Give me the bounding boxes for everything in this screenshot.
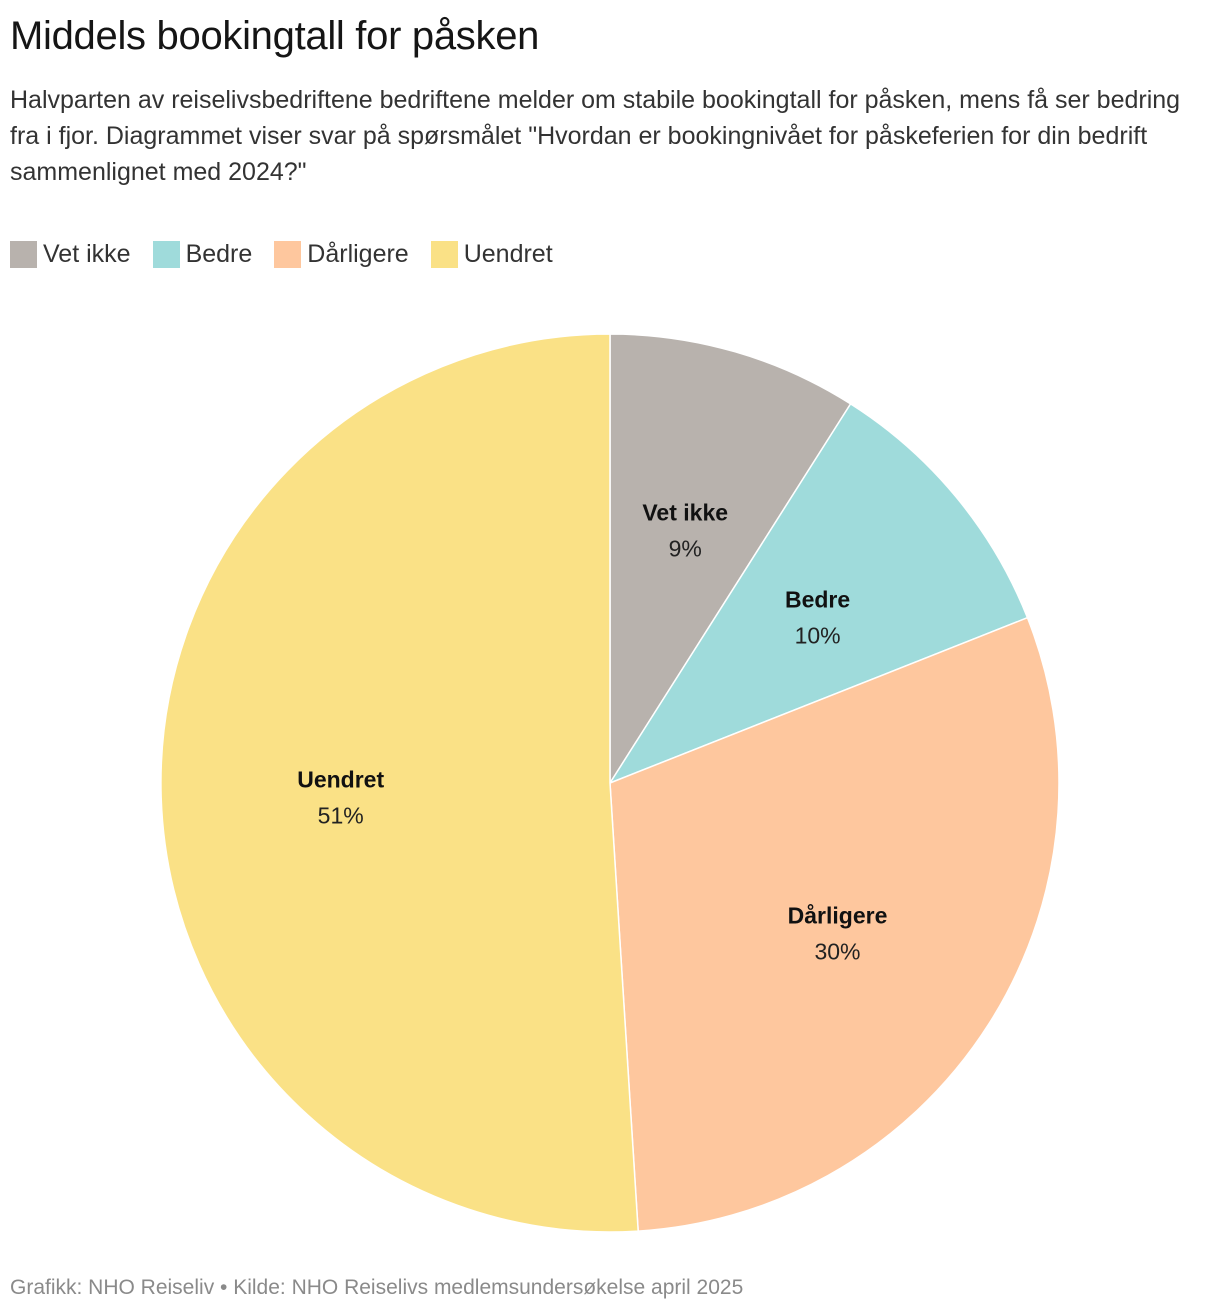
legend-label-uendret: Uendret bbox=[463, 239, 553, 268]
slice-label-vet-ikke: Vet ikke bbox=[642, 499, 728, 525]
legend-label-bedre: Bedre bbox=[185, 239, 253, 268]
legend-item-vet-ikke[interactable]: Vet ikke bbox=[10, 240, 131, 269]
source-footer: Grafikk: NHO Reiseliv • Kilde: NHO Reise… bbox=[10, 1276, 744, 1299]
pie-slices bbox=[160, 333, 1060, 1233]
legend-item-uendret[interactable]: Uendret bbox=[430, 239, 553, 269]
legend-item-bedre[interactable]: Bedre bbox=[152, 239, 253, 269]
slice-value-darligere: 30% bbox=[814, 938, 860, 964]
slice-label-bedre: Bedre bbox=[785, 586, 850, 612]
chart-subtitle: Halvparten av reiselivsbedriftene bedrif… bbox=[10, 86, 1181, 186]
pie-slice-darligere[interactable] bbox=[609, 616, 1060, 1232]
chart-title: Middels bookingtall for påsken bbox=[10, 14, 540, 58]
pie-slice-bedre[interactable] bbox=[609, 403, 1029, 784]
legend-label-vet-ikke: Vet ikke bbox=[43, 239, 131, 268]
legend-swatch-vet-ikke bbox=[10, 240, 37, 268]
slice-label-darligere: Dårligere bbox=[788, 902, 888, 928]
legend-swatch-darligere bbox=[274, 240, 302, 268]
slice-label-uendret: Uendret bbox=[297, 767, 384, 793]
pie-slice-labels: Vet ikke 9% Bedre 10% Dårligere 30% Uendret 51% bbox=[297, 499, 887, 964]
slice-value-vet-ikke: 9% bbox=[669, 535, 702, 561]
legend-item-darligere[interactable]: Dårligere bbox=[274, 239, 409, 269]
slice-value-bedre: 10% bbox=[795, 622, 841, 648]
legend-swatch-bedre bbox=[152, 240, 180, 268]
legend-swatch-uendret bbox=[430, 240, 458, 268]
legend: Vet ikke Bedre Dårligere Uendret bbox=[10, 238, 575, 270]
legend-label-darligere: Dårligere bbox=[307, 239, 409, 268]
slice-value-uendret: 51% bbox=[318, 803, 364, 829]
pie-slice-vet-ikke[interactable] bbox=[609, 333, 852, 784]
pie-slice-uendret[interactable] bbox=[160, 333, 639, 1233]
